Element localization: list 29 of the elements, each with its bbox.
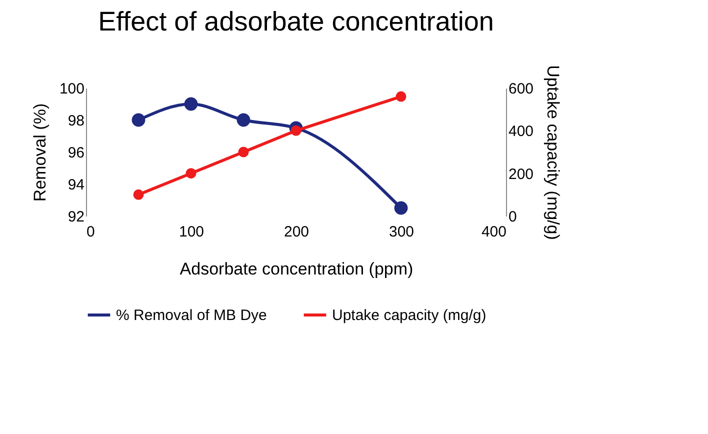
- point: [236, 113, 250, 127]
- x-tick-label: 200: [284, 224, 310, 240]
- y-tick-label: 92: [68, 208, 84, 226]
- x-axis-title: Adsorbate concentration (ppm): [180, 260, 414, 278]
- y2-tick-label: 600: [508, 80, 534, 98]
- point: [132, 113, 146, 127]
- point: [133, 189, 144, 200]
- x-tick-label: 400: [481, 224, 506, 240]
- point: [238, 146, 249, 158]
- y-axis-title: Removal (%): [30, 103, 50, 202]
- x-tick-label: 300: [388, 224, 414, 240]
- point: [396, 91, 406, 102]
- y2-tick-label: 400: [508, 123, 534, 140]
- point: [186, 168, 196, 179]
- point: [184, 97, 198, 111]
- y2-tick-label: 200: [508, 166, 534, 183]
- y-tick-label: 94: [68, 176, 84, 194]
- chart-title: Effect of adsorbate concentration: [98, 6, 494, 37]
- y2-axis-title: Uptake capacity (mg/g): [544, 65, 563, 240]
- y-tick-label: 96: [68, 144, 84, 162]
- legend-label: % Removal of MB Dye: [116, 307, 267, 324]
- x-tick-label: 100: [178, 224, 204, 240]
- y-tick-label: 100: [59, 80, 84, 98]
- x-tick-label: 0: [86, 224, 95, 240]
- legend-label: Uptake capacity (mg/g): [332, 307, 486, 324]
- y2-tick-label: 0: [508, 208, 517, 226]
- y-tick-label: 98: [68, 112, 84, 130]
- point: [290, 125, 302, 136]
- point: [394, 201, 408, 215]
